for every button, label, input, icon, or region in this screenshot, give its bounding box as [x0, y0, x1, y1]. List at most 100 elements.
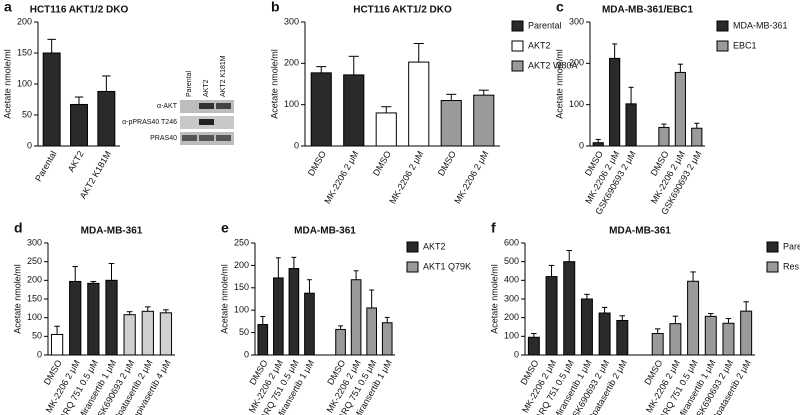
x-tick-label: DMSO — [306, 149, 328, 177]
panel-label: e — [221, 220, 229, 236]
y-tick-label: 200 — [234, 260, 249, 270]
blot-row-label: PRAS40 — [150, 135, 177, 142]
y-tick-label: 200 — [17, 16, 32, 26]
bar — [70, 103, 88, 147]
bar — [381, 322, 393, 356]
bar — [97, 90, 116, 147]
x-tick-label: Parental — [33, 149, 58, 183]
bar — [473, 94, 495, 147]
blot-signal — [199, 103, 214, 109]
legend-swatch — [716, 20, 729, 32]
bar — [563, 261, 576, 356]
bar — [288, 268, 300, 356]
x-tick-label: AKT2 — [66, 149, 86, 173]
blot-signal — [199, 135, 214, 141]
bar — [310, 72, 332, 147]
blot-row-label: α-pPRAS40 T246 — [122, 119, 177, 126]
panel-label: d — [14, 220, 23, 236]
x-tick-label: MK-2206 2 μM — [452, 149, 490, 205]
y-tick-label: 150 — [27, 293, 42, 303]
blot-signal — [199, 119, 214, 125]
bar — [691, 127, 703, 147]
bar — [343, 74, 365, 147]
panel-label: b — [271, 0, 280, 15]
bar — [658, 126, 670, 147]
y-tick-label: 0 — [37, 349, 42, 359]
x-tick-label: DMSO — [371, 149, 393, 177]
y-tick-label: 150 — [17, 47, 32, 57]
y-axis-label: Acetate nmole/ml — [489, 264, 499, 334]
legend-swatch — [766, 261, 779, 273]
y-tick-label: 200 — [504, 312, 519, 322]
y-tick-label: 0 — [27, 140, 32, 150]
y-tick-label: 600 — [504, 237, 519, 247]
bar — [687, 280, 700, 356]
legend-swatch — [406, 261, 419, 273]
chart-title: MDA-MB-361 — [609, 226, 671, 237]
chart-title: MDA-MB-361/EBC1 — [602, 5, 694, 16]
chart-title: HCT116 AKT1/2 DKO — [353, 5, 452, 16]
legend-swatch — [406, 241, 419, 253]
y-axis-label: Acetate nmole/ml — [2, 49, 12, 119]
bar — [592, 142, 604, 147]
legend-label: AKT2 — [528, 40, 551, 50]
bar — [740, 310, 753, 356]
legend-swatch — [766, 241, 779, 253]
bar — [580, 298, 593, 356]
x-tick-label: DMSO — [436, 149, 458, 177]
bar — [159, 312, 173, 356]
y-axis-label: Acetate nmole/ml — [554, 49, 564, 119]
bar — [704, 315, 717, 356]
y-tick-label: 0 — [579, 140, 584, 150]
blot-signal — [216, 103, 231, 109]
bar — [42, 52, 61, 147]
y-tick-label: 300 — [569, 16, 584, 26]
blot-signal — [182, 135, 197, 141]
y-tick-label: 200 — [569, 58, 584, 68]
bar — [123, 314, 136, 356]
y-tick-label: 300 — [27, 237, 42, 247]
y-tick-label: 300 — [284, 16, 299, 26]
legend-label: MDA-MB-361 — [733, 20, 788, 30]
y-axis-label: Acetate nmole/ml — [12, 264, 22, 334]
y-tick-label: 400 — [504, 275, 519, 285]
legend-label: Parental — [783, 241, 800, 251]
y-tick-label: 0 — [514, 349, 519, 359]
bar — [651, 333, 664, 356]
bar — [366, 307, 377, 356]
bar — [408, 61, 430, 147]
panel-label: f — [491, 220, 496, 236]
panel-label: a — [4, 0, 12, 15]
bar — [69, 280, 82, 356]
legend-label: Res — [783, 261, 800, 271]
y-tick-label: 50 — [22, 109, 32, 119]
x-tick-label: MK-2206 2 μM — [322, 149, 360, 205]
chart-title: HCT116 AKT1/2 DKO — [30, 5, 129, 16]
bar — [141, 310, 154, 356]
legend-swatch — [511, 40, 524, 52]
bar — [609, 57, 621, 147]
bar — [375, 112, 397, 147]
bar — [440, 100, 462, 147]
bar — [50, 333, 64, 356]
bar — [87, 282, 100, 356]
y-tick-label: 0 — [244, 349, 249, 359]
bar — [273, 277, 284, 356]
blot-column-label: Parental — [186, 70, 193, 97]
blot-row-label: α-AKT — [157, 103, 178, 110]
chart-title: MDA-MB-361 — [294, 226, 356, 237]
bar — [616, 319, 629, 356]
bar — [350, 279, 362, 356]
bar — [105, 279, 118, 356]
legend-swatch — [716, 40, 729, 52]
y-tick-label: 200 — [284, 58, 299, 68]
y-axis-label: Acetate nmole/ml — [219, 264, 229, 334]
bar — [545, 276, 558, 356]
bar — [722, 322, 735, 356]
y-tick-label: 100 — [17, 78, 32, 88]
legend-swatch — [511, 20, 524, 32]
legend-label: EBC1 — [733, 40, 757, 50]
legend-label: AKT2 — [423, 241, 446, 251]
y-tick-label: 100 — [504, 331, 519, 341]
